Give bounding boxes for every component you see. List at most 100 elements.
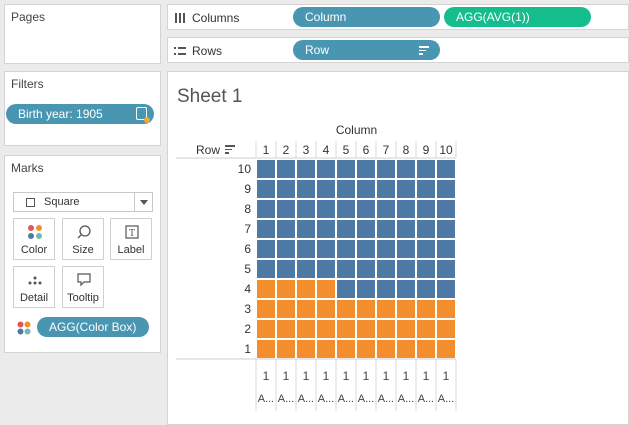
label-button[interactable]: T Label xyxy=(110,218,152,260)
waffle-cell xyxy=(337,340,355,358)
waffle-cell xyxy=(337,160,355,178)
size-button[interactable]: Size xyxy=(62,218,104,260)
waffle-cell xyxy=(257,320,275,338)
axis-value-label: 1 xyxy=(303,369,310,383)
waffle-cell xyxy=(257,200,275,218)
waffle-cell xyxy=(417,220,435,238)
chevron-down-icon[interactable] xyxy=(134,193,152,211)
size-button-label: Size xyxy=(72,244,94,256)
color-encoding-pill-label: AGG(Color Box) xyxy=(49,320,137,334)
waffle-cell xyxy=(397,180,415,198)
waffle-cell xyxy=(317,240,335,258)
axis-value-label: 1 xyxy=(283,369,290,383)
column-header-label: 5 xyxy=(343,143,350,157)
row-header-label: 4 xyxy=(244,282,251,296)
waffle-cell xyxy=(337,240,355,258)
axis-value-label: 1 xyxy=(403,369,410,383)
axis-name-label: A... xyxy=(258,393,275,405)
axis-name-label: A... xyxy=(338,393,355,405)
waffle-cell xyxy=(377,200,395,218)
waffle-cell xyxy=(357,200,375,218)
waffle-cell xyxy=(317,300,335,318)
waffle-cell xyxy=(357,220,375,238)
row-sort-icon[interactable] xyxy=(225,145,235,154)
waffle-cell xyxy=(397,160,415,178)
waffle-cell xyxy=(277,260,295,278)
column-header-label: 1 xyxy=(263,143,270,157)
waffle-cell xyxy=(397,340,415,358)
waffle-cell xyxy=(337,320,355,338)
svg-text:T: T xyxy=(129,228,135,239)
mark-type-label: Square xyxy=(44,196,80,208)
columns-pill-column[interactable]: Column xyxy=(293,7,440,27)
detail-button[interactable]: Detail xyxy=(13,266,55,308)
waffle-cell xyxy=(357,340,375,358)
row-header-label: 6 xyxy=(244,242,251,256)
waffle-cell xyxy=(317,260,335,278)
columns-pill-agg[interactable]: AGG(AVG(1)) xyxy=(444,7,591,27)
waffle-cell xyxy=(257,180,275,198)
waffle-cell xyxy=(257,220,275,238)
row-header-title: Row xyxy=(196,143,221,157)
tooltip-icon xyxy=(77,273,91,287)
columns-shelf-label: Columns xyxy=(192,11,240,25)
axis-value-label: 1 xyxy=(443,369,450,383)
row-header-label: 3 xyxy=(244,302,251,316)
waffle-cell xyxy=(417,160,435,178)
label-button-label: Label xyxy=(117,244,145,256)
column-header-title: Column xyxy=(335,123,378,137)
text-label-icon: T xyxy=(125,225,139,239)
waffle-cell xyxy=(297,200,315,218)
waffle-cell xyxy=(397,320,415,338)
column-header-label: 10 xyxy=(439,143,453,157)
row-header-label: 1 xyxy=(244,342,251,356)
rows-pill-row[interactable]: Row xyxy=(293,40,440,60)
waffle-cell xyxy=(257,160,275,178)
waffle-cell xyxy=(277,300,295,318)
color-encoding-pill[interactable]: AGG(Color Box) xyxy=(37,317,149,337)
waffle-cell xyxy=(417,320,435,338)
waffle-cell xyxy=(417,300,435,318)
waffle-cell xyxy=(297,300,315,318)
waffle-cell xyxy=(297,280,315,298)
filter-pill-birth-year[interactable]: Birth year: 1905 xyxy=(6,104,154,124)
color-button[interactable]: Color xyxy=(13,218,55,260)
waffle-cell xyxy=(417,200,435,218)
waffle-cell xyxy=(257,340,275,358)
waffle-cell xyxy=(377,220,395,238)
row-header-label: 2 xyxy=(244,322,251,336)
waffle-cell xyxy=(377,260,395,278)
waffle-cell xyxy=(437,320,455,338)
square-mark-icon xyxy=(26,198,35,207)
column-header-label: 7 xyxy=(383,143,390,157)
waffle-cell xyxy=(297,240,315,258)
axis-name-label: A... xyxy=(298,393,315,405)
waffle-cell xyxy=(277,220,295,238)
waffle-cell xyxy=(377,300,395,318)
waffle-cell xyxy=(437,200,455,218)
waffle-cell xyxy=(357,180,375,198)
waffle-cell xyxy=(277,340,295,358)
waffle-cell xyxy=(317,320,335,338)
rows-icon xyxy=(174,47,186,55)
waffle-cell xyxy=(397,240,415,258)
filters-title: Filters xyxy=(11,77,44,91)
waffle-cell xyxy=(297,220,315,238)
waffle-cell xyxy=(337,200,355,218)
size-icon xyxy=(77,225,91,239)
filter-pill-label: Birth year: 1905 xyxy=(18,107,103,121)
axis-value-label: 1 xyxy=(343,369,350,383)
row-header-label: 7 xyxy=(244,222,251,236)
tooltip-button[interactable]: Tooltip xyxy=(62,266,104,308)
column-header-label: 2 xyxy=(283,143,290,157)
waffle-cell xyxy=(417,180,435,198)
waffle-cell xyxy=(437,260,455,278)
waffle-cell xyxy=(257,300,275,318)
waffle-cell xyxy=(377,280,395,298)
mark-type-dropdown[interactable]: Square xyxy=(13,192,153,212)
waffle-cell xyxy=(377,180,395,198)
sort-descending-icon[interactable] xyxy=(419,46,429,55)
waffle-cell xyxy=(357,280,375,298)
detail-button-label: Detail xyxy=(19,292,49,304)
column-header-label: 6 xyxy=(363,143,370,157)
